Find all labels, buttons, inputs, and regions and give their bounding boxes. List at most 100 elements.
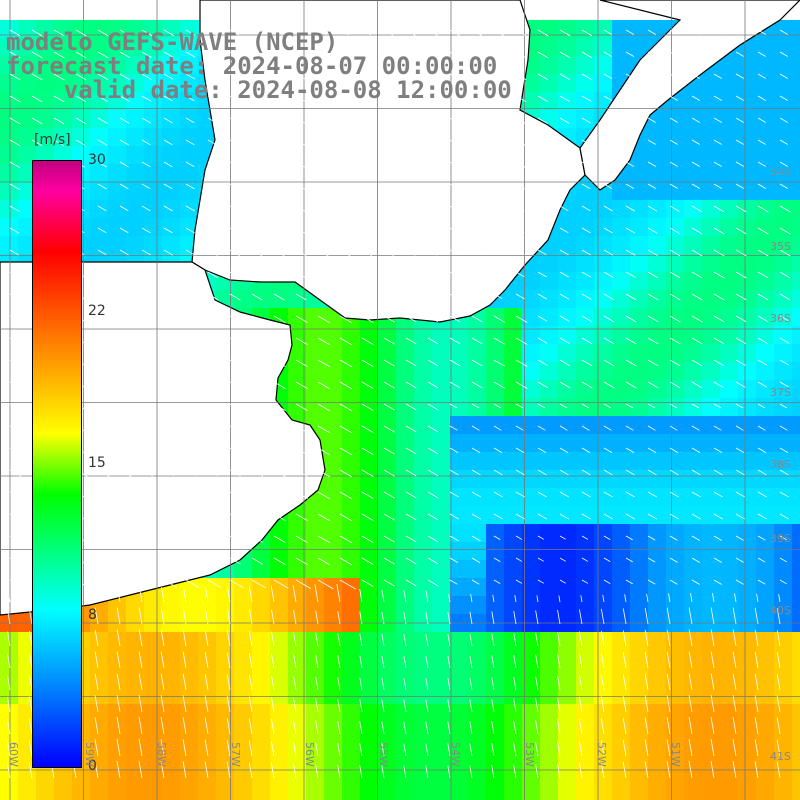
- wind-arrow: [163, 337, 175, 345]
- wind-cell: [0, 92, 19, 111]
- wind-arrow: [160, 607, 165, 625]
- wind-cell: [720, 110, 739, 129]
- wind-arrow: [53, 51, 65, 59]
- wind-cell: [648, 110, 667, 129]
- wind-arrow: [603, 557, 611, 562]
- wind-cell: [630, 254, 649, 273]
- wind-arrow: [295, 95, 305, 102]
- wind-arrow: [229, 447, 241, 455]
- wind-cell: [486, 668, 505, 687]
- wind-cell: [198, 686, 217, 705]
- wind-arrow: [515, 315, 528, 323]
- wind-arrow: [97, 51, 109, 59]
- wind-cell: [684, 146, 703, 165]
- wind-cell: [576, 452, 595, 471]
- wind-cell: [738, 416, 757, 435]
- wind-cell: [18, 686, 37, 705]
- wind-arrow: [248, 586, 253, 603]
- wind-arrow: [514, 595, 517, 603]
- wind-cell: [450, 758, 469, 777]
- wind-arrow: [735, 403, 744, 409]
- wind-cell: [324, 344, 343, 363]
- wind-cell: [738, 506, 757, 525]
- wind-arrow: [471, 359, 483, 367]
- wind-arrow: [361, 117, 373, 125]
- wind-arrow: [647, 469, 657, 476]
- wind-cell: [792, 740, 800, 759]
- wind-cell: [558, 92, 577, 111]
- wind-arrow: [383, 447, 395, 455]
- wind-arrow: [447, 612, 451, 625]
- wind-cell: [774, 20, 793, 39]
- wind-cell: [360, 452, 379, 471]
- wind-arrow: [403, 765, 407, 779]
- wind-arrow: [513, 720, 517, 735]
- wind-arrow: [339, 425, 352, 434]
- wind-arrow: [691, 293, 703, 301]
- wind-cell: [774, 218, 793, 237]
- wind-arrow: [141, 139, 151, 146]
- wind-arrow: [471, 29, 483, 37]
- wind-cell: [540, 596, 559, 615]
- wind-arrow: [493, 249, 503, 256]
- wind-cell: [108, 722, 127, 741]
- wind-arrow: [669, 469, 679, 476]
- wind-arrow: [163, 51, 174, 58]
- wind-cell: [0, 686, 19, 705]
- wind-cell: [792, 632, 800, 651]
- wind-arrow: [403, 590, 407, 603]
- wind-cell: [396, 416, 415, 435]
- wind-arrow: [559, 579, 566, 584]
- wind-arrow: [163, 161, 173, 168]
- wind-cell: [648, 200, 667, 219]
- wind-cell: [612, 452, 631, 471]
- wind-cell: [666, 488, 685, 507]
- wind-arrow: [251, 535, 264, 543]
- wind-cell: [486, 326, 505, 345]
- wind-cell: [378, 596, 397, 615]
- wind-cell: [522, 272, 541, 291]
- wind-cell: [504, 776, 523, 795]
- wind-cell: [738, 758, 757, 777]
- wind-cell: [792, 686, 800, 705]
- wind-cell: [162, 74, 181, 93]
- wind-cell: [522, 488, 541, 507]
- wind-arrow: [491, 633, 495, 647]
- wind-cell: [792, 182, 800, 201]
- wind-cell: [630, 416, 649, 435]
- wind-arrow: [713, 73, 722, 79]
- wind-arrow: [581, 425, 590, 431]
- wind-cell: [540, 794, 559, 800]
- wind-arrow: [757, 117, 766, 123]
- wind-arrow: [647, 359, 659, 367]
- wind-arrow: [757, 381, 767, 388]
- wind-cell: [684, 164, 703, 183]
- wind-arrow: [138, 651, 143, 669]
- wind-arrow: [537, 535, 544, 540]
- wind-arrow: [625, 535, 633, 541]
- wind-cell: [576, 488, 595, 507]
- wind-arrow: [669, 557, 678, 563]
- wind-arrow: [646, 593, 649, 603]
- wind-cell: [270, 794, 289, 800]
- wind-arrow: [138, 586, 143, 603]
- wind-cell: [540, 740, 559, 759]
- wind-arrow: [625, 205, 635, 212]
- wind-cell: [90, 182, 109, 201]
- wind-cell: [468, 632, 487, 651]
- wind-cell: [522, 578, 541, 597]
- wind-arrow: [116, 651, 121, 669]
- wind-cell: [378, 632, 397, 651]
- wind-arrow: [735, 183, 744, 189]
- wind-arrow: [493, 183, 504, 190]
- wind-cell: [450, 344, 469, 363]
- wind-cell: [306, 344, 325, 363]
- wind-arrow: [644, 717, 649, 735]
- wind-arrow: [535, 610, 539, 625]
- wind-cell: [756, 344, 775, 363]
- wind-arrow: [600, 652, 605, 669]
- wind-arrow: [732, 673, 737, 691]
- wind-arrow: [270, 740, 275, 757]
- wind-cell: [0, 218, 19, 237]
- wind-cell: [342, 488, 361, 507]
